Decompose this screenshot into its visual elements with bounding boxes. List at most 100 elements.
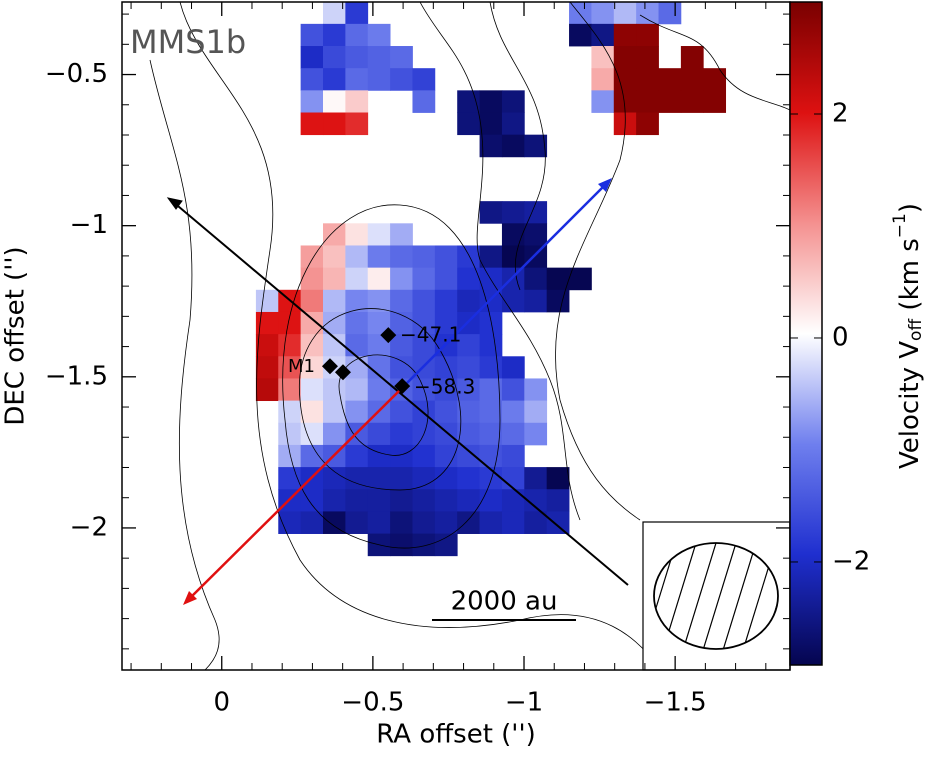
pixel — [457, 378, 480, 402]
colorbar — [789, 1, 823, 666]
pixel — [390, 511, 413, 534]
pixel — [524, 467, 548, 490]
pixel — [479, 334, 503, 357]
pixel — [323, 68, 346, 91]
pixel — [479, 245, 503, 269]
pixel — [457, 356, 480, 379]
axis-ticks — [122, 2, 790, 670]
pixel — [367, 511, 391, 534]
pixel — [390, 467, 413, 490]
pixel — [546, 289, 570, 313]
pixel — [367, 467, 391, 490]
pixel — [680, 90, 704, 113]
pixel — [479, 422, 503, 446]
pixel — [591, 68, 615, 91]
annotation: 2000 au — [451, 587, 558, 617]
pixel — [636, 68, 659, 91]
pixel — [501, 489, 525, 512]
pixel — [501, 289, 525, 313]
pixel — [323, 378, 346, 402]
pixel — [345, 400, 369, 424]
pixel — [255, 289, 279, 313]
pixel — [479, 289, 503, 313]
pixel — [278, 422, 302, 446]
pixel — [323, 46, 346, 69]
pixel — [390, 289, 413, 313]
y-tick-label: −0.5 — [45, 59, 108, 89]
pixel — [345, 23, 369, 47]
pixel — [501, 511, 525, 534]
pixel — [278, 334, 302, 357]
pixel — [591, 46, 615, 69]
pixel — [457, 311, 480, 335]
pixel — [591, 23, 615, 47]
pixel — [524, 511, 548, 534]
pixel — [345, 289, 369, 313]
pixel — [323, 112, 346, 136]
pixel — [367, 68, 391, 91]
contour — [419, 2, 581, 521]
pixel — [390, 223, 413, 246]
pixel — [412, 289, 436, 313]
pixel — [457, 467, 480, 490]
pixel — [345, 378, 369, 402]
pixel — [613, 2, 637, 25]
pixel — [367, 23, 391, 47]
pixel — [323, 511, 346, 534]
contour — [639, 14, 790, 111]
contour — [489, 2, 546, 291]
pixel — [434, 311, 458, 335]
pixel — [300, 23, 324, 47]
pixel — [323, 489, 346, 512]
pixel — [658, 68, 682, 91]
label-part: (km s — [895, 238, 925, 319]
pixel — [479, 112, 503, 136]
pixel — [591, 2, 615, 25]
pixel — [636, 2, 659, 25]
pixel — [390, 489, 413, 512]
pixel — [300, 245, 324, 269]
contour — [149, 59, 220, 670]
pixel — [636, 112, 659, 136]
pixel — [367, 422, 391, 446]
pixel — [367, 289, 391, 313]
y-tick-label: −2 — [70, 512, 108, 542]
pixel — [323, 467, 346, 490]
pixel — [479, 467, 503, 490]
pixel — [636, 23, 659, 47]
pixel — [300, 511, 324, 534]
pixel — [412, 267, 436, 291]
pixel — [367, 46, 391, 69]
pixel — [412, 511, 436, 534]
pixel — [412, 533, 436, 557]
pixel — [524, 267, 548, 291]
pixel — [524, 422, 548, 446]
y-tick-label: −1.5 — [45, 361, 108, 391]
annotation: M1 — [288, 356, 315, 377]
pixel — [345, 46, 369, 69]
pixel — [367, 378, 391, 402]
pixel — [569, 267, 592, 291]
pixel — [636, 90, 659, 113]
label-part: Velocity V — [895, 341, 925, 469]
pixel — [345, 245, 369, 269]
contour — [282, 204, 501, 549]
pixel — [546, 511, 570, 534]
pixel — [457, 90, 480, 113]
pixel — [255, 311, 279, 335]
pixel — [412, 311, 436, 335]
pixel — [546, 267, 570, 291]
x-tick-label: −1.5 — [644, 688, 707, 718]
pixel — [591, 90, 615, 113]
pixel — [546, 467, 570, 490]
pixel — [278, 311, 302, 335]
velocity-map — [255, 2, 727, 557]
pixel — [300, 68, 324, 91]
pixel — [524, 201, 548, 224]
pixel — [345, 68, 369, 91]
pixel — [300, 400, 324, 424]
pixel — [345, 311, 369, 335]
pixel — [278, 356, 302, 379]
colorbar-tick-label: −2 — [832, 546, 870, 576]
pixel — [345, 489, 369, 512]
